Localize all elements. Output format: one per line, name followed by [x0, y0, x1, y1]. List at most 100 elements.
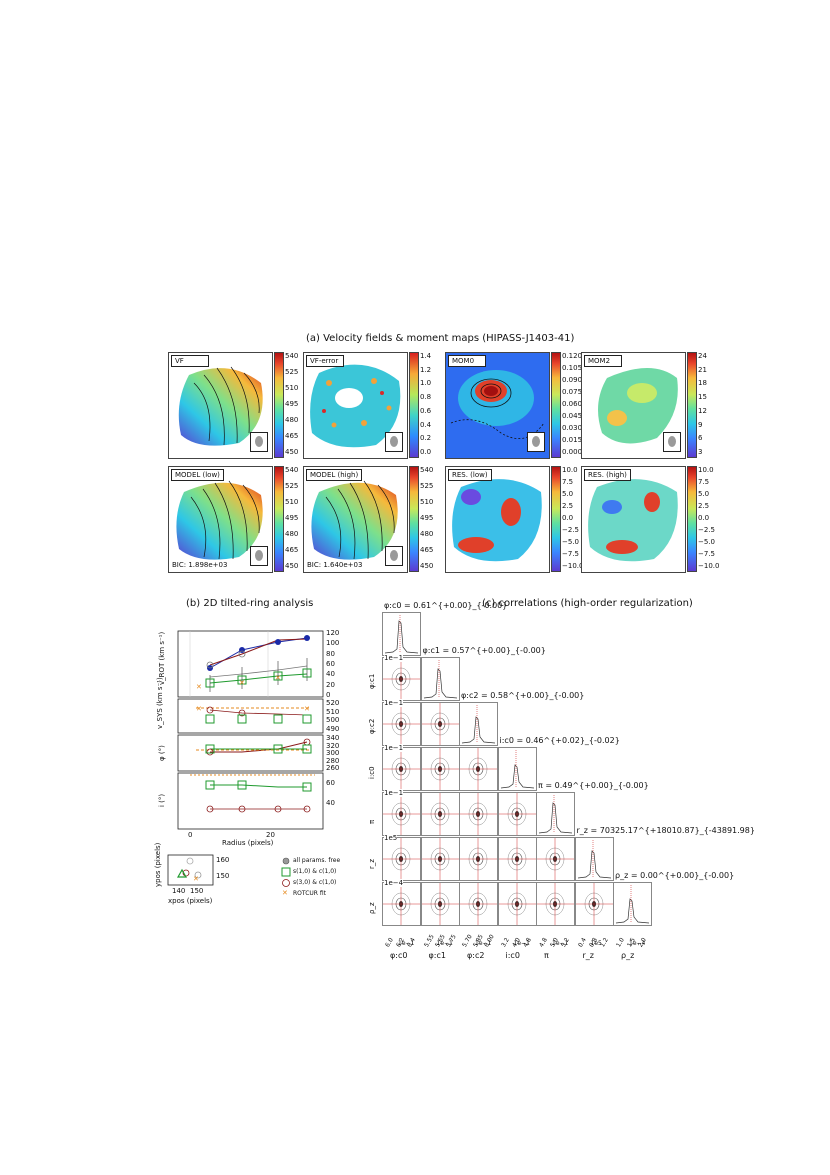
position-panel: ✕: [167, 854, 214, 886]
contour: [421, 838, 459, 880]
colorbar-tick: 450: [420, 562, 434, 570]
tick-label: 80: [326, 649, 335, 658]
colorbar-tick: 6: [698, 434, 703, 443]
contour-cell: [459, 882, 498, 926]
colorbar: [551, 466, 561, 572]
pos-xtick: 140: [172, 887, 186, 895]
beam-icon: [385, 432, 403, 452]
contour: [460, 793, 497, 835]
colorbar-tick: 3: [698, 448, 703, 456]
tick-label: 500: [326, 716, 340, 725]
colorbar: [274, 466, 284, 572]
contour-cell: [420, 837, 460, 881]
map-panel-model-high: MODEL (high) BIC: 1.640e+03: [303, 466, 408, 573]
tick-label: 100: [326, 639, 340, 648]
contour-cell: [497, 837, 537, 881]
colorbar-tick: 0.105: [562, 364, 583, 372]
colorbar-tick: −7.5: [698, 550, 715, 558]
colorbar-tick: 21: [698, 365, 707, 374]
contour: [460, 748, 497, 790]
contour-cell: [420, 882, 460, 926]
tick-label: 40: [326, 670, 335, 679]
contour-cell: [382, 882, 421, 926]
colorbar: [409, 466, 419, 572]
vsys-panel: ✕ ✕: [177, 698, 324, 734]
svg-text:✕: ✕: [304, 705, 310, 713]
colorbar-tick: 0.120: [562, 352, 583, 360]
col-param-label: i:c0: [505, 951, 520, 960]
colorbar-tick: 540: [285, 466, 299, 474]
beam-ellipse: [255, 436, 263, 447]
contour-cell: [382, 792, 421, 836]
colorbar-tick: 0.075: [562, 388, 583, 396]
tick-label: 40: [326, 799, 335, 807]
colorbar-tick: 480: [420, 530, 434, 538]
colorbar: [274, 352, 284, 458]
colorbar-tick: 9: [698, 420, 703, 429]
map-label: RES. (low): [448, 469, 492, 481]
title-velocity-fields: (a) Velocity fields & moment maps (HIPAS…: [306, 333, 575, 344]
diag-title: φ:c2 = 0.58^{+0.00}_{-0.00}: [461, 691, 585, 700]
contour: [421, 793, 459, 835]
contour-cell: [420, 792, 460, 836]
histogram: [577, 840, 611, 879]
colorbar-tick: 0.090: [562, 376, 583, 384]
colorbar-ticks: 540 525 510 495 480 465 450: [420, 466, 448, 570]
contour-cell: [574, 882, 614, 926]
colorbar-tick: −2.5: [562, 526, 579, 534]
beam-ellipse: [668, 436, 676, 447]
row-param-label: π: [368, 819, 376, 824]
scale-label: 1e−1: [513, 940, 530, 947]
col-param-label: φ:c1: [428, 951, 446, 960]
colorbar-tick: 18: [698, 379, 707, 388]
scale-label: 1e−1: [436, 940, 453, 947]
colorbar-tick: 2.5: [562, 502, 574, 510]
marginal-hist-1: [420, 657, 460, 701]
beam-icon: [250, 546, 268, 566]
tick-label: 280: [326, 756, 340, 765]
colorbar-tick: −10.0: [562, 562, 584, 570]
colorbar-tick: 10.0: [562, 466, 578, 474]
pos-ytick: 160: [216, 856, 230, 864]
axis-label-inc_label: i (°): [158, 793, 166, 807]
colorbar: [687, 466, 697, 572]
histogram: [461, 705, 496, 744]
map-image: [588, 479, 678, 562]
colorbar-ticks: 10.0 7.5 5.0 2.5 0.0 −2.5 −5.0 −7.5 −10.0: [698, 466, 726, 570]
x-tick: 0: [188, 831, 193, 839]
colorbar-tick: −5.0: [698, 538, 715, 546]
histogram: [538, 795, 573, 834]
contour-cell: [459, 747, 498, 791]
pos-ytick: 150: [216, 872, 230, 880]
contour: [460, 838, 497, 880]
tick-label: 60: [326, 660, 335, 668]
svg-text:✕: ✕: [193, 875, 199, 883]
map-panel-mom0: MOM0: [445, 352, 550, 459]
colorbar-ticks: 10.0 7.5 5.0 2.5 0.0 −2.5 −5.0 −7.5 −10.0: [562, 466, 590, 570]
marginal-hist-6: [613, 882, 652, 926]
map-panel-model-low: MODEL (low) BIC: 1.898e+03: [168, 466, 273, 573]
contour-cell: [420, 747, 460, 791]
contour-cell: [382, 702, 421, 746]
colorbar-tick: 12: [698, 406, 707, 415]
col-param-label: π: [544, 951, 549, 960]
xpos-label: xpos (pixels): [168, 897, 213, 905]
contour: [421, 703, 459, 745]
axis-label-vsys_label: v_SYS (km s⁻¹): [156, 677, 164, 729]
marginal-hist-3: [497, 747, 537, 791]
row-param-label: ρ_z: [368, 902, 376, 914]
histogram: [423, 660, 457, 699]
scale-label: 1e−1: [384, 699, 404, 707]
tick-label: 300: [326, 749, 340, 757]
tick-label: 260: [326, 764, 340, 772]
row-param-label: i:c0: [368, 766, 376, 779]
scale-label: 1e5: [590, 940, 602, 947]
diag-title: φ:c1 = 0.57^{+0.00}_{-0.00}: [422, 646, 546, 655]
colorbar-tick: 525: [285, 368, 299, 376]
colorbar-tick: 10.0: [698, 466, 714, 474]
map-panel-res-low: RES. (low): [445, 466, 550, 573]
row-param-label: r_z: [368, 858, 376, 869]
col-param-label: ρ_z: [621, 951, 635, 960]
contour: [421, 883, 459, 925]
contour: [460, 883, 497, 925]
